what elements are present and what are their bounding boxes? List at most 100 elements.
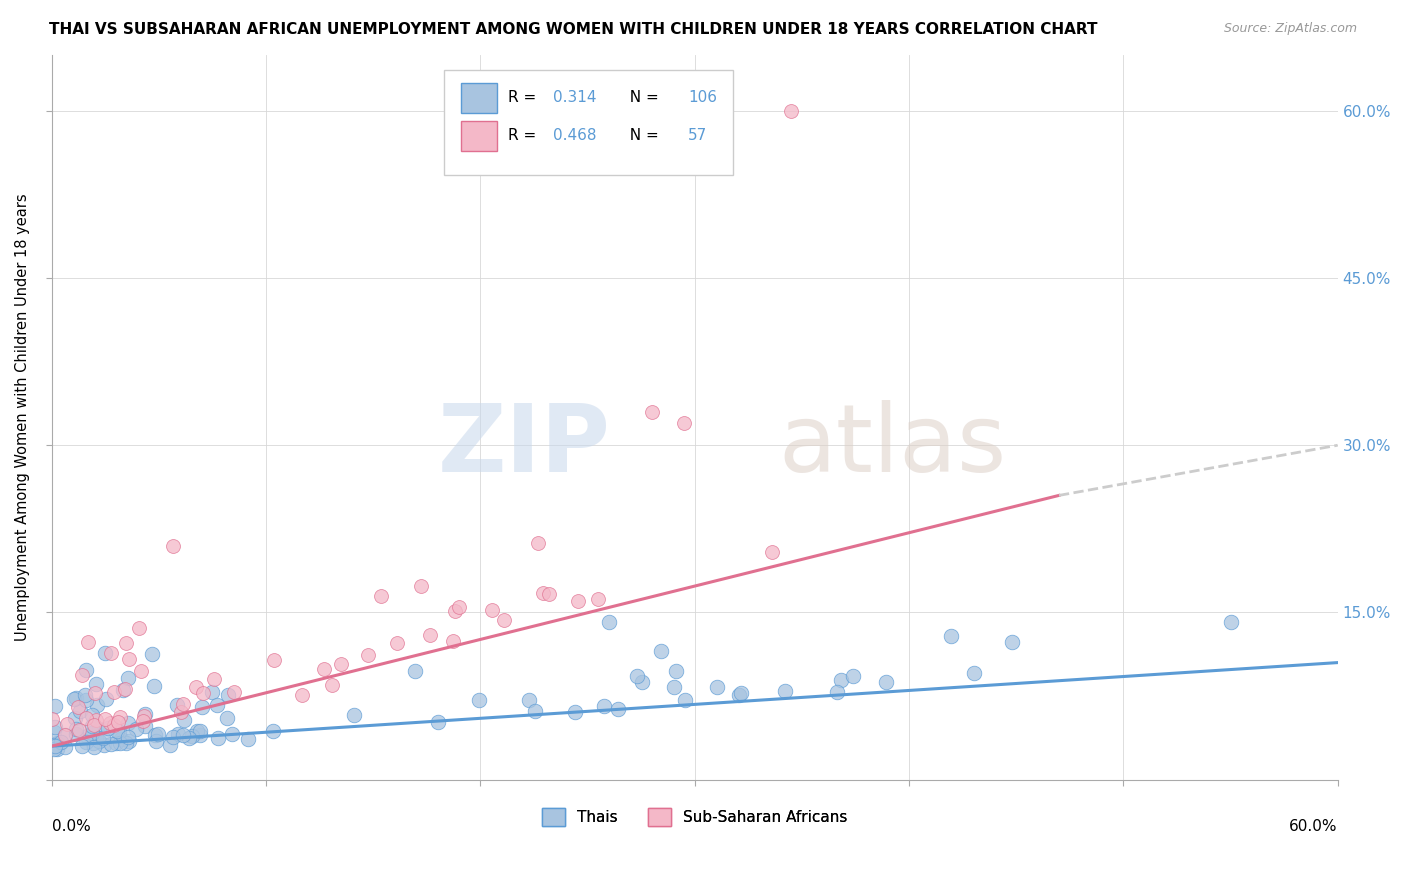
Point <box>202 673 225 687</box>
Point <box>262 723 284 738</box>
Point <box>1219 615 1241 629</box>
Point <box>172 728 194 742</box>
FancyBboxPatch shape <box>461 83 496 113</box>
Point <box>842 669 865 683</box>
Point <box>100 646 122 660</box>
Point <box>44 724 66 739</box>
Point <box>607 702 630 716</box>
Point <box>134 707 156 722</box>
Point <box>449 600 471 615</box>
Point <box>963 665 986 680</box>
Point <box>44 699 66 714</box>
Point <box>673 692 696 706</box>
Point <box>108 710 131 724</box>
Point <box>730 686 752 700</box>
Point <box>91 731 114 746</box>
Point <box>773 683 796 698</box>
Point <box>66 700 89 714</box>
Point <box>42 742 65 756</box>
Point <box>830 673 852 687</box>
Point <box>207 731 229 745</box>
Point <box>97 721 120 735</box>
Point <box>172 698 194 712</box>
Point <box>825 685 848 699</box>
Point <box>73 688 96 702</box>
Point <box>84 730 107 744</box>
Point <box>159 738 181 752</box>
Point <box>128 621 150 635</box>
Point <box>385 636 408 650</box>
Point <box>236 732 259 747</box>
Point <box>67 723 90 737</box>
Point <box>780 103 803 118</box>
Point <box>468 693 491 707</box>
Point <box>217 711 239 725</box>
Point <box>86 698 108 713</box>
Point <box>49 735 72 749</box>
Point <box>53 728 76 742</box>
Point <box>727 689 749 703</box>
Point <box>221 727 243 741</box>
Text: 57: 57 <box>688 128 707 143</box>
Point <box>45 742 67 756</box>
Point <box>94 646 117 660</box>
Point <box>143 728 166 742</box>
Point <box>291 688 314 702</box>
Point <box>76 729 98 743</box>
Point <box>103 718 125 732</box>
Point <box>132 714 155 729</box>
Point <box>83 686 105 700</box>
Point <box>70 739 93 753</box>
Point <box>217 689 239 703</box>
Point <box>356 648 378 662</box>
Point <box>162 730 184 744</box>
Point <box>75 693 97 707</box>
Point <box>117 715 139 730</box>
Text: N =: N = <box>620 128 664 143</box>
Point <box>107 715 129 730</box>
Point <box>118 651 141 665</box>
Point <box>875 674 897 689</box>
FancyBboxPatch shape <box>461 121 496 152</box>
Point <box>329 657 352 672</box>
Point <box>87 733 110 747</box>
Text: ZIP: ZIP <box>439 401 612 492</box>
Text: THAI VS SUBSAHARAN AFRICAN UNEMPLOYMENT AMONG WOMEN WITH CHILDREN UNDER 18 YEARS: THAI VS SUBSAHARAN AFRICAN UNEMPLOYMENT … <box>49 22 1098 37</box>
Point <box>441 634 464 648</box>
Point <box>586 591 609 606</box>
Point <box>567 594 589 608</box>
Point <box>314 662 336 676</box>
Point <box>188 728 211 742</box>
Point <box>75 663 97 677</box>
Point <box>114 681 136 696</box>
Point <box>110 731 132 746</box>
Point <box>517 692 540 706</box>
Point <box>65 722 87 736</box>
Point <box>93 738 115 752</box>
Point <box>761 545 783 559</box>
Point <box>662 680 685 694</box>
Point <box>665 664 688 678</box>
Legend: Thais, Sub-Saharan Africans: Thais, Sub-Saharan Africans <box>541 807 848 826</box>
Point <box>191 685 214 699</box>
Point <box>117 671 139 685</box>
Point <box>84 714 107 728</box>
Point <box>65 690 87 705</box>
Text: 0.314: 0.314 <box>553 90 596 104</box>
Point <box>44 720 66 734</box>
Point <box>100 737 122 751</box>
Point <box>941 629 963 643</box>
Point <box>224 685 246 699</box>
Point <box>117 734 139 748</box>
Point <box>129 665 152 679</box>
Point <box>179 731 201 746</box>
Point <box>641 405 664 419</box>
Point <box>166 698 188 713</box>
Point <box>105 724 128 739</box>
Point <box>143 679 166 693</box>
Text: R =: R = <box>508 90 541 104</box>
Point <box>626 669 648 683</box>
Point <box>115 736 138 750</box>
Point <box>146 727 169 741</box>
Point <box>108 724 131 739</box>
